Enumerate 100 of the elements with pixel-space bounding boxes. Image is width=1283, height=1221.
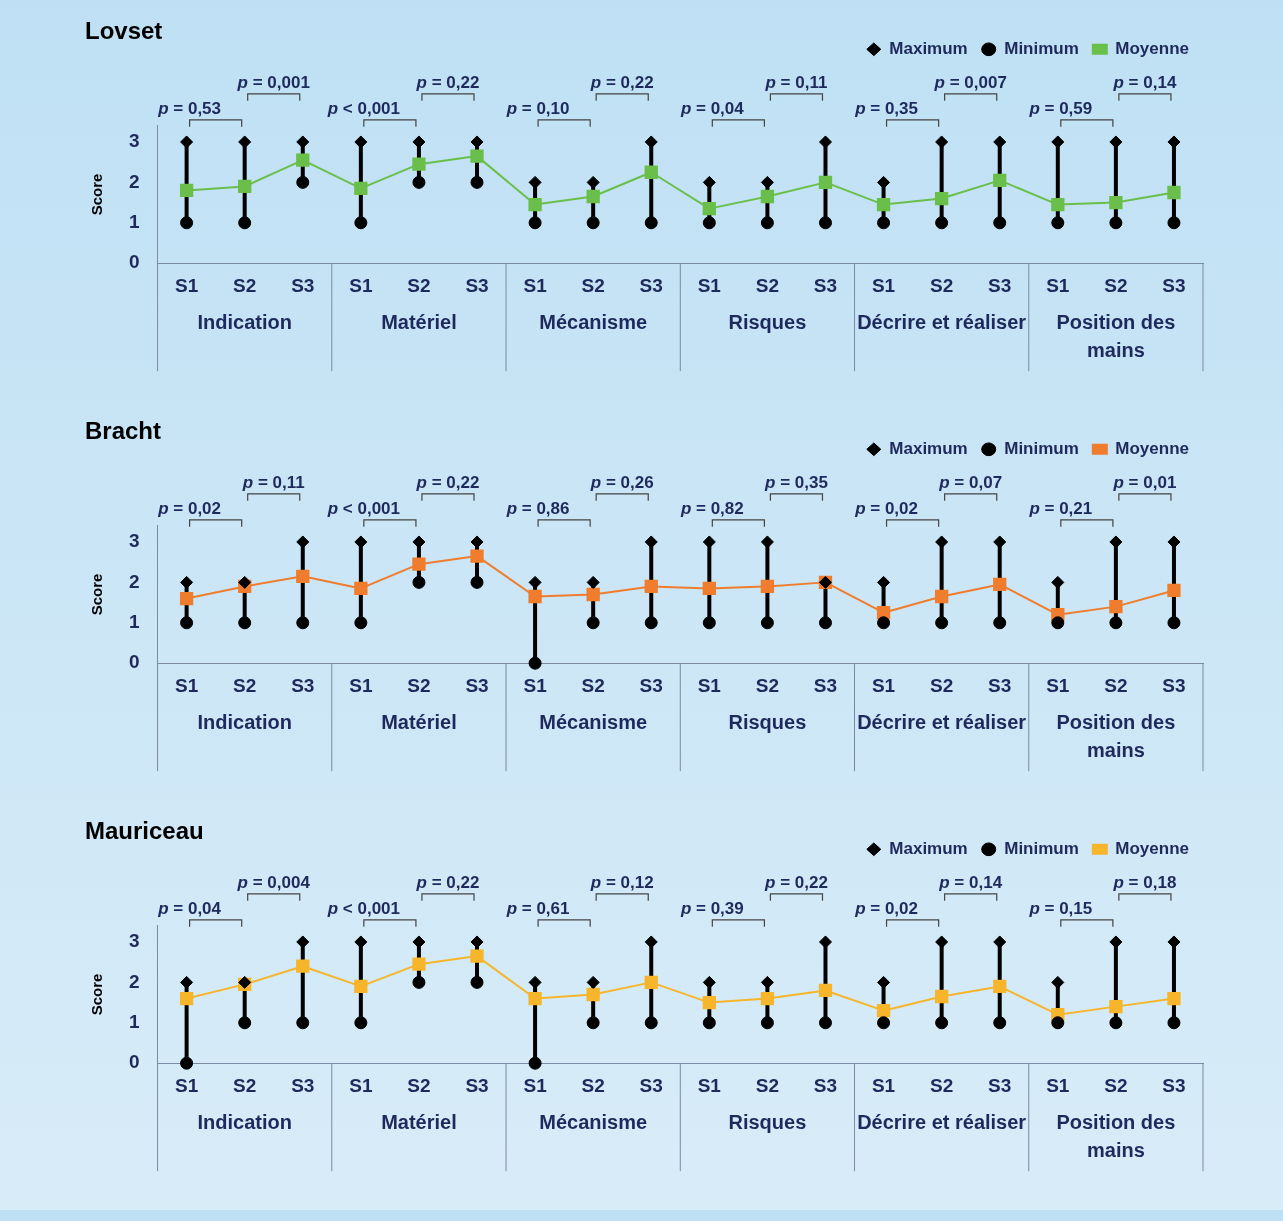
text: Position des mains bbox=[1056, 310, 1176, 361]
text: p = 0,07 bbox=[938, 472, 1003, 492]
text: p = 0,15 bbox=[1028, 898, 1093, 918]
y-tick-label: 3 bbox=[128, 530, 140, 552]
text: p = 0,22 bbox=[415, 872, 480, 892]
text: Indication bbox=[197, 310, 292, 333]
text: Risques bbox=[728, 1110, 807, 1133]
text: Matériel bbox=[381, 710, 457, 733]
y-tick-label: 0 bbox=[128, 251, 140, 273]
x-tick-label: S2 bbox=[930, 274, 954, 296]
x-tick-label: S2 bbox=[930, 1074, 954, 1096]
text: Décrire et réaliser bbox=[857, 310, 1027, 333]
text: p = 0,02 bbox=[157, 498, 222, 518]
x-tick-label: S1 bbox=[871, 1074, 896, 1096]
x-tick-label: S1 bbox=[174, 674, 199, 696]
x-tick-label: S3 bbox=[465, 274, 489, 296]
x-tick-label: S2 bbox=[407, 274, 431, 296]
x-tick-label: S1 bbox=[1046, 274, 1070, 296]
text: p = 0,22 bbox=[415, 472, 480, 492]
legend-label: Moyenne bbox=[1115, 438, 1190, 458]
legend-label: Minimum bbox=[1004, 438, 1079, 458]
y-tick-label: 0 bbox=[128, 651, 140, 673]
legend-label: Moyenne bbox=[1115, 38, 1190, 58]
x-tick-label: S1 bbox=[349, 674, 373, 696]
x-tick-label: S2 bbox=[233, 674, 257, 696]
x-tick-label: S3 bbox=[813, 1074, 838, 1096]
chart-title: Mauriceau bbox=[85, 817, 204, 845]
x-tick-label: S3 bbox=[1162, 274, 1186, 296]
x-tick-label: S2 bbox=[233, 1074, 257, 1096]
text: p = 0,59 bbox=[1028, 98, 1093, 118]
x-tick-label: S1 bbox=[1046, 674, 1070, 696]
legend-label: Maximum bbox=[889, 438, 968, 458]
x-tick-label: S1 bbox=[697, 1074, 722, 1096]
text: p = 0,12 bbox=[589, 872, 654, 892]
x-tick-label: S3 bbox=[291, 674, 315, 696]
x-tick-label: S1 bbox=[697, 274, 722, 296]
y-axis-title: Score bbox=[88, 173, 106, 216]
x-tick-label: S3 bbox=[1162, 1074, 1186, 1096]
legend-label: Maximum bbox=[889, 38, 968, 58]
x-tick-label: S2 bbox=[755, 274, 780, 296]
text: Matériel bbox=[381, 310, 457, 333]
text: Risques bbox=[728, 710, 807, 733]
x-tick-label: S3 bbox=[639, 1074, 663, 1096]
y-tick-label: 1 bbox=[128, 1011, 140, 1033]
x-tick-label: S2 bbox=[930, 674, 954, 696]
x-tick-label: S2 bbox=[1104, 674, 1128, 696]
text: p = 0,61 bbox=[505, 898, 570, 918]
x-tick-label: S3 bbox=[988, 674, 1012, 696]
text: p = 0,14 bbox=[938, 872, 1003, 892]
text: Mécanisme bbox=[539, 710, 648, 733]
x-tick-label: S2 bbox=[755, 674, 780, 696]
y-tick-label: 1 bbox=[128, 611, 140, 633]
y-tick-label: 2 bbox=[128, 970, 140, 992]
x-tick-label: S3 bbox=[988, 274, 1012, 296]
text: Position des mains bbox=[1056, 710, 1176, 761]
x-tick-label: S2 bbox=[755, 1074, 780, 1096]
x-tick-label: S1 bbox=[349, 274, 373, 296]
x-tick-label: S2 bbox=[1104, 1074, 1128, 1096]
y-axis-title: Score bbox=[88, 973, 106, 1016]
x-tick-label: S3 bbox=[639, 674, 663, 696]
text: p = 0,21 bbox=[1028, 498, 1093, 518]
text: p = 0,86 bbox=[505, 498, 570, 518]
text: p = 0,01 bbox=[1112, 472, 1177, 492]
text: p = 0,14 bbox=[1112, 72, 1177, 92]
x-tick-label: S2 bbox=[1104, 274, 1128, 296]
legend-label: Moyenne bbox=[1115, 838, 1190, 858]
x-tick-label: S1 bbox=[349, 1074, 373, 1096]
text: p = 0,10 bbox=[505, 98, 570, 118]
text: p = 0,007 bbox=[933, 72, 1007, 92]
legend-label: Minimum bbox=[1004, 838, 1079, 858]
text: Indication bbox=[197, 710, 292, 733]
x-tick-label: S1 bbox=[523, 674, 548, 696]
text: Indication bbox=[197, 1110, 292, 1133]
x-tick-label: S1 bbox=[523, 1074, 548, 1096]
text: p = 0,35 bbox=[764, 472, 828, 492]
text: p = 0,82 bbox=[679, 498, 744, 518]
x-tick-label: S2 bbox=[233, 274, 257, 296]
x-tick-label: S1 bbox=[523, 274, 548, 296]
text: p < 0,001 bbox=[326, 98, 400, 118]
text: p = 0,02 bbox=[854, 898, 918, 918]
text: p < 0,001 bbox=[326, 898, 400, 918]
x-tick-label: S1 bbox=[174, 274, 199, 296]
text: p = 0,001 bbox=[236, 72, 310, 92]
text: p = 0,18 bbox=[1112, 872, 1177, 892]
x-tick-label: S2 bbox=[581, 274, 605, 296]
text: p = 0,39 bbox=[679, 898, 744, 918]
x-tick-label: S1 bbox=[871, 274, 896, 296]
text: Mécanisme bbox=[539, 310, 648, 333]
x-tick-label: S2 bbox=[407, 674, 431, 696]
x-tick-label: S1 bbox=[871, 674, 896, 696]
x-tick-label: S1 bbox=[174, 1074, 199, 1096]
legend-label: Minimum bbox=[1004, 38, 1079, 58]
text: Matériel bbox=[381, 1110, 457, 1133]
text: p = 0,22 bbox=[764, 872, 828, 892]
text: p = 0,11 bbox=[764, 72, 828, 92]
text: Mécanisme bbox=[539, 1110, 648, 1133]
chart-title: Bracht bbox=[85, 417, 162, 445]
y-tick-label: 2 bbox=[128, 570, 140, 592]
y-tick-label: 3 bbox=[128, 130, 140, 152]
chart-title: Lovset bbox=[85, 17, 163, 45]
